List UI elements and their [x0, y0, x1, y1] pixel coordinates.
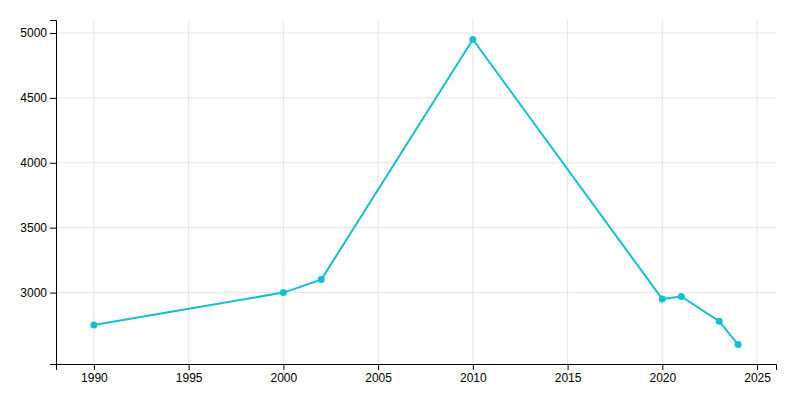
x-grid-line — [757, 20, 758, 364]
y-axis-line — [50, 21, 57, 365]
line — [94, 39, 738, 344]
x-tick-mark — [94, 364, 95, 370]
x-tick-label: 2015 — [555, 371, 582, 385]
x-tick-mark — [473, 364, 474, 370]
x-tick-mark — [757, 364, 758, 370]
point — [659, 296, 666, 303]
x-tick-label: 2020 — [649, 371, 676, 385]
y-grid-line — [56, 227, 776, 228]
y-tick-label: 4000 — [20, 156, 47, 170]
x-tick-label: 1990 — [81, 371, 108, 385]
y-tick-label: 4500 — [20, 91, 47, 105]
x-tick-label: 2000 — [271, 371, 298, 385]
point — [716, 318, 723, 325]
x-tick: 1990 — [81, 364, 108, 385]
x-tick: 2015 — [555, 364, 582, 385]
x-grid-line — [378, 20, 379, 364]
x-tick-label: 1995 — [176, 371, 203, 385]
x-tick-mark — [283, 364, 284, 370]
y-grid-line — [56, 162, 776, 163]
x-axis: 1990 1995 2000 2005 2010 2015 2020 2025 — [57, 364, 777, 385]
x-tick: 2020 — [649, 364, 676, 385]
marks — [90, 36, 741, 348]
x-tick: 1995 — [176, 364, 203, 385]
y-tick: 3000 — [20, 286, 56, 300]
y-tick-mark — [50, 33, 56, 34]
point — [318, 276, 325, 283]
point — [678, 293, 685, 300]
x-grid-line — [567, 20, 568, 364]
x-tick-mark — [568, 364, 569, 370]
y-grid-line — [56, 97, 776, 98]
y-tick: 4500 — [20, 91, 56, 105]
y-tick: 3500 — [20, 221, 56, 235]
y-tick-mark — [50, 163, 56, 164]
x-grid-line — [188, 20, 189, 364]
x-tick: 2000 — [271, 364, 298, 385]
point — [280, 289, 287, 296]
x-grid-line — [472, 20, 473, 364]
point — [735, 341, 742, 348]
x-grid-line — [283, 20, 284, 364]
x-tick-mark — [662, 364, 663, 370]
y-tick-mark — [50, 98, 56, 99]
y-tick-label: 3000 — [20, 286, 47, 300]
x-tick-mark — [378, 364, 379, 370]
y-tick-mark — [50, 228, 56, 229]
point — [90, 322, 97, 329]
y-grid-line — [56, 292, 776, 293]
grid — [56, 20, 776, 364]
plot: 1990 1995 2000 2005 2010 2015 2020 2025 3000 3500… — [20, 20, 776, 385]
x-tick-label: 2005 — [365, 371, 392, 385]
y-tick-label: 3500 — [20, 221, 47, 235]
point — [469, 36, 476, 43]
x-tick: 2005 — [365, 364, 392, 385]
x-tick-label: 2010 — [460, 371, 487, 385]
y-tick-label: 5000 — [20, 26, 47, 40]
x-grid-line — [662, 20, 663, 364]
x-axis-line — [57, 365, 777, 371]
x-tick: 2010 — [460, 364, 487, 385]
x-tick-mark — [189, 364, 190, 370]
y-tick: 5000 — [20, 26, 56, 40]
x-tick: 2025 — [744, 364, 771, 385]
chart: 1990 1995 2000 2005 2010 2015 2020 2025 3000 3500… — [0, 0, 800, 400]
x-grid-line — [93, 20, 94, 364]
y-axis: 3000 3500 4000 4500 5000 — [20, 21, 56, 365]
x-tick-label: 2025 — [744, 371, 771, 385]
y-tick-mark — [50, 293, 56, 294]
y-tick: 4000 — [20, 156, 56, 170]
y-grid-line — [56, 32, 776, 33]
